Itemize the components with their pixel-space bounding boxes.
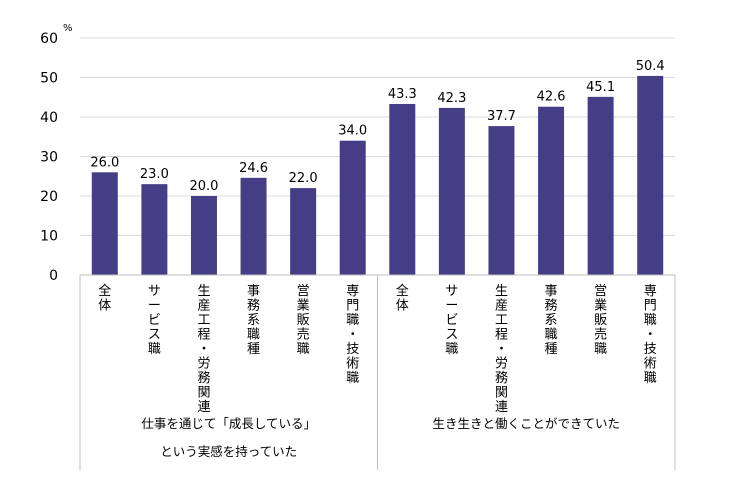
category-label: 営業販売職 [594,284,607,357]
category-label: 生産工程・労務関連 [197,284,210,415]
y-tick-label: 10 [40,229,58,245]
gridlines [80,37,675,236]
category-label: 事務系職種 [545,284,558,357]
bar-value-label: 24.6 [239,161,268,176]
bar [240,177,267,275]
bar-value-label: 42.6 [537,90,566,105]
y-tick-label: 50 [40,71,58,87]
category-label: 全体 [396,283,409,314]
bar-value-label: 34.0 [338,124,367,139]
category-label: 営業販売職 [297,284,310,357]
y-tick-label: 30 [40,150,58,166]
y-tick-label: 40 [40,110,58,126]
bar-value-label: 45.1 [586,80,615,95]
y-tick-label: 0 [49,268,58,284]
y-unit-label: % [63,23,73,34]
group-label: という実感を持っていた [160,444,297,459]
bar [91,172,118,275]
bar [488,126,515,276]
bar-value-label: 37.7 [487,109,516,124]
category-label: サービス職 [148,284,161,357]
bar-value-label: 22.0 [289,171,318,186]
bar-value-label: 23.0 [140,167,169,182]
bar [438,107,465,275]
bar-value-label: 20.0 [189,179,218,194]
bar-value-label: 26.0 [90,155,119,170]
bar-value-label: 50.4 [636,59,665,74]
bar [190,196,217,275]
group-label: 仕事を通じて「成長している」 [141,416,316,431]
axes [79,274,676,470]
category-label: 専門職・技術職 [644,284,657,386]
bar [141,184,168,275]
bar [339,140,366,275]
y-tick-label: 20 [40,189,58,205]
category-label: 生産工程・労務関連 [495,284,508,415]
category-label: 全体 [98,283,111,314]
category-label: 事務系職種 [247,284,260,357]
category-label: サービス職 [445,284,458,357]
bar [538,106,565,275]
labels: 0 10 20 30 40 50 60% 26.0 全体 23.0 サービス職 20.0 生産工程・労務… [40,23,665,459]
bar [290,188,317,275]
group-label: 生き生きと働くことができていた [432,416,620,431]
bar [587,96,614,275]
y-tick-label: 60 [40,31,58,47]
bar-value-label: 42.3 [437,91,466,106]
bar [637,75,664,275]
bar [389,103,416,275]
category-label: 専門職・技術職 [346,284,359,386]
bar-value-label: 43.3 [388,87,417,102]
bars [91,75,664,276]
